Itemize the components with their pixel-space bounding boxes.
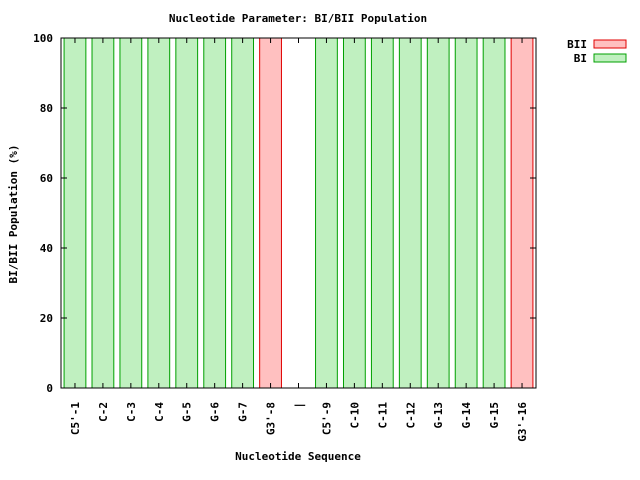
x-tick-label-0: C5'-1 bbox=[69, 402, 82, 435]
chart-title: Nucleotide Parameter: BI/BII Population bbox=[169, 12, 427, 25]
bar-bi-2 bbox=[119, 37, 143, 389]
x-tick-label-9: C5'-9 bbox=[320, 402, 333, 435]
x-tick-label-11: C-11 bbox=[376, 402, 389, 429]
y-tick-label-4: 80 bbox=[40, 102, 53, 115]
bar-bi-9 bbox=[315, 37, 338, 389]
x-tick-label-12: C-12 bbox=[404, 402, 417, 429]
bar-bi-15 bbox=[482, 37, 506, 389]
bar-bi-13 bbox=[426, 37, 450, 389]
y-tick-label-3: 60 bbox=[40, 172, 53, 185]
bars-group bbox=[63, 37, 534, 389]
bar-bi-12 bbox=[398, 37, 422, 389]
plot-frame bbox=[60, 37, 537, 389]
bar-bi-11 bbox=[370, 37, 394, 389]
y-axis-ticks: 0 20 40 60 80 100 bbox=[33, 32, 536, 395]
y-tick-label-1: 20 bbox=[40, 312, 53, 325]
bar-bi-3 bbox=[147, 37, 171, 389]
x-tick-label-4: G-5 bbox=[181, 402, 194, 422]
bar-bi-14 bbox=[454, 37, 478, 389]
x-tick-label-5: G-6 bbox=[209, 402, 222, 422]
x-tick-label-10: C-10 bbox=[348, 402, 361, 429]
x-tick-label-3: C-4 bbox=[153, 402, 166, 422]
x-tick-label-8: | bbox=[293, 402, 306, 409]
bar-bi-10 bbox=[342, 37, 366, 389]
bar-bi-0 bbox=[63, 37, 87, 389]
x-axis-ticks: C5'-1 C-2 C-3 C-4 G-5 G-6 G-7 G3'-8 | C5'-9 C-10 C-… bbox=[69, 38, 529, 442]
x-tick-label-15: G-15 bbox=[488, 402, 501, 429]
x-tick-label-13: G-13 bbox=[432, 402, 445, 429]
bar-bi-5 bbox=[203, 37, 227, 389]
y-tick-label-5: 100 bbox=[33, 32, 53, 45]
x-tick-label-6: G-7 bbox=[237, 402, 250, 422]
legend-swatch-bi bbox=[593, 53, 627, 63]
legend-label-bi: BI bbox=[574, 52, 587, 65]
y-axis-label: BI/BII Population (%) bbox=[7, 144, 20, 283]
bar-bi-4 bbox=[175, 37, 199, 389]
bar-bi-1 bbox=[91, 37, 115, 389]
bar-bi-6 bbox=[231, 37, 255, 389]
y-tick-label-0: 0 bbox=[46, 382, 53, 395]
x-tick-label-16: G3'-16 bbox=[516, 402, 529, 442]
x-tick-label-2: C-3 bbox=[125, 402, 138, 422]
x-tick-label-7: G3'-8 bbox=[265, 402, 278, 435]
x-axis-label: Nucleotide Sequence bbox=[235, 450, 361, 463]
bar-bii-16 bbox=[510, 37, 534, 389]
legend-swatch-bii bbox=[593, 39, 627, 49]
x-tick-label-1: C-2 bbox=[97, 402, 110, 422]
y-tick-label-2: 40 bbox=[40, 242, 53, 255]
legend-label-bii: BII bbox=[567, 38, 587, 51]
x-tick-label-14: G-14 bbox=[460, 402, 473, 429]
bar-bii-7 bbox=[259, 37, 282, 389]
